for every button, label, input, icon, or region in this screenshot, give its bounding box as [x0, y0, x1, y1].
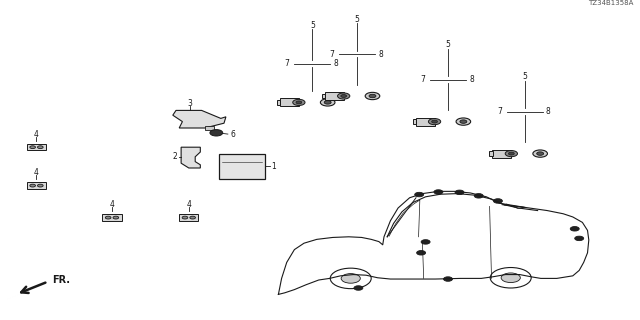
- Circle shape: [38, 184, 43, 187]
- Circle shape: [490, 268, 531, 288]
- Text: 5: 5: [522, 72, 527, 81]
- Circle shape: [508, 152, 515, 155]
- Circle shape: [434, 190, 443, 194]
- Circle shape: [505, 150, 518, 157]
- Circle shape: [570, 227, 579, 231]
- Circle shape: [575, 236, 584, 241]
- Bar: [322, 93, 325, 99]
- Circle shape: [330, 268, 371, 289]
- Bar: [490, 151, 493, 156]
- Circle shape: [417, 251, 426, 255]
- Text: 1: 1: [271, 162, 276, 171]
- Text: 7: 7: [329, 50, 334, 59]
- Circle shape: [292, 99, 305, 106]
- Bar: [492, 149, 511, 158]
- Circle shape: [456, 118, 470, 125]
- Bar: [277, 100, 280, 105]
- Circle shape: [321, 99, 335, 106]
- Text: 3: 3: [188, 100, 193, 108]
- Text: 8: 8: [378, 50, 383, 59]
- Circle shape: [341, 274, 360, 283]
- Text: 4: 4: [34, 130, 39, 139]
- Bar: [415, 117, 435, 126]
- Circle shape: [210, 130, 223, 136]
- Circle shape: [474, 194, 483, 198]
- Circle shape: [537, 152, 543, 155]
- Bar: [205, 126, 214, 130]
- Circle shape: [428, 118, 441, 125]
- Bar: [102, 214, 122, 221]
- Circle shape: [365, 92, 380, 100]
- Bar: [219, 154, 265, 179]
- Circle shape: [106, 216, 111, 219]
- Circle shape: [493, 199, 502, 203]
- Text: 5: 5: [445, 40, 451, 49]
- Circle shape: [354, 286, 363, 290]
- Polygon shape: [181, 147, 200, 168]
- Bar: [413, 119, 416, 124]
- Text: 7: 7: [497, 108, 502, 116]
- Text: 6: 6: [230, 130, 236, 139]
- Circle shape: [369, 94, 376, 98]
- Text: 4: 4: [109, 200, 115, 209]
- Circle shape: [296, 101, 302, 104]
- Circle shape: [415, 192, 424, 197]
- Circle shape: [324, 101, 331, 104]
- Text: 5: 5: [310, 21, 315, 30]
- Text: 5: 5: [355, 15, 360, 24]
- Circle shape: [501, 273, 520, 283]
- Text: 8: 8: [469, 76, 474, 84]
- Bar: [27, 144, 46, 150]
- Circle shape: [182, 216, 188, 219]
- Circle shape: [421, 240, 430, 244]
- Text: 4: 4: [34, 168, 39, 177]
- Circle shape: [113, 216, 118, 219]
- Polygon shape: [173, 110, 226, 128]
- Bar: [27, 182, 46, 189]
- Circle shape: [444, 277, 452, 281]
- Text: 4: 4: [186, 200, 191, 209]
- Circle shape: [431, 120, 438, 123]
- Text: 7: 7: [420, 76, 425, 84]
- Bar: [280, 98, 299, 107]
- Text: 8: 8: [333, 60, 338, 68]
- Text: 2: 2: [172, 152, 177, 161]
- Circle shape: [460, 120, 467, 123]
- Circle shape: [533, 150, 547, 157]
- Text: 7: 7: [284, 60, 289, 68]
- Circle shape: [30, 184, 35, 187]
- Circle shape: [337, 93, 350, 99]
- Circle shape: [30, 146, 35, 148]
- Bar: [179, 214, 198, 221]
- Bar: [324, 92, 344, 100]
- Circle shape: [190, 216, 195, 219]
- Text: FR.: FR.: [52, 275, 70, 285]
- Text: 8: 8: [546, 108, 550, 116]
- Circle shape: [341, 94, 347, 97]
- Circle shape: [455, 190, 464, 195]
- Circle shape: [38, 146, 43, 148]
- Text: TZ34B1358A: TZ34B1358A: [588, 0, 634, 6]
